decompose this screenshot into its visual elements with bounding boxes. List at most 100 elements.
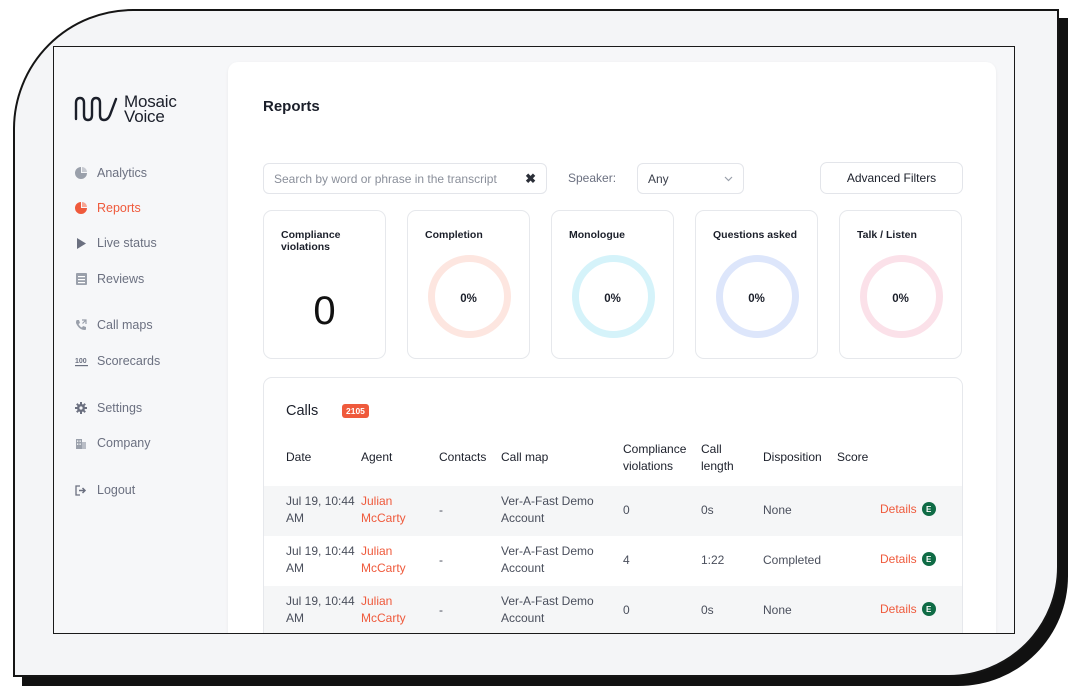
clear-icon[interactable]: ✖ [525,170,536,186]
speaker-label: Speaker: [568,171,617,185]
cell-agent[interactable]: Julian McCarty [361,594,406,625]
calls-count-badge: 2105 [342,404,369,418]
brand-name-line2: Voice [124,107,165,126]
cell-violations: 4 [623,553,630,567]
metric-card-compliance-violations: Compliance violations 0 [263,210,386,359]
cell-violations: 0 [623,503,630,517]
page-title: Reports [263,98,320,115]
cell-date: Jul 19, 10:44 AM [286,544,355,575]
cell-call-map: Ver-A-Fast Demo Account [501,594,594,625]
sidebar-item-call-maps[interactable]: Call maps [74,318,153,332]
sidebar-item-logout[interactable]: Logout [74,483,135,497]
brand-name: Mosaic Voice [124,93,177,126]
cell-call-length: 0s [701,503,714,517]
scorecard-icon: 100 [74,354,88,368]
monologue-ring [572,255,655,338]
play-icon [74,236,88,250]
evaluation-badge: E [921,602,936,616]
advanced-filters-button[interactable]: Advanced Filters [820,162,963,194]
column-header-call-map[interactable]: Call map [501,450,549,464]
speaker-select-value: Any [648,171,669,186]
metric-card-monologue: Monologue 0% [551,210,674,359]
details-link[interactable]: Details E [880,552,936,566]
cell-contacts: - [439,503,443,517]
sidebar-item-reports[interactable]: Reports [74,201,141,215]
column-header-disposition[interactable]: Disposition [763,450,822,464]
metric-value: 0% [604,293,621,305]
column-header-contacts[interactable]: Contacts [439,450,487,464]
brand-logo[interactable]: Mosaic Voice [74,93,177,125]
svg-text:100: 100 [75,358,87,365]
list-icon [74,272,88,286]
sidebar-item-company[interactable]: Company [74,436,151,450]
sidebar-item-settings[interactable]: Settings [74,401,142,415]
metric-value: 0 [313,289,336,333]
cell-violations: 0 [623,603,630,617]
ring-track [860,255,943,338]
ring-track [716,255,799,338]
metric-value: 0% [460,293,477,305]
cell-contacts: - [439,553,443,567]
chevron-down-icon [724,174,733,184]
pie-chart-icon [74,166,88,180]
sidebar-item-label: Analytics [97,166,148,180]
metric-value: 0% [892,293,909,305]
details-label: Details [880,602,917,616]
sidebar-item-analytics[interactable]: Analytics [74,166,147,180]
metric-label: Questions asked [713,229,798,241]
search-input[interactable] [274,171,526,186]
cell-disposition: None [763,603,792,617]
sidebar-item-label: Settings [97,401,143,415]
sidebar-item-live-status[interactable]: Live status [74,236,157,250]
ring-track [428,255,511,338]
sidebar-item-reviews[interactable]: Reviews [74,272,144,286]
metric-card-questions-asked: Questions asked 0% [695,210,818,359]
details-link[interactable]: Details E [880,502,936,516]
details-label: Details [880,502,917,516]
building-icon [74,436,88,450]
gear-icon [74,401,88,415]
cell-agent[interactable]: Julian McCarty [361,494,406,525]
table-row[interactable]: Jul 19, 10:44 AM Julian McCarty - Ver-A-… [264,486,962,536]
sidebar-item-label: Reviews [97,272,145,286]
cell-disposition: None [763,503,792,517]
metric-card-talk-listen: Talk / Listen 0% [839,210,962,359]
questions-ring [716,255,799,338]
app-window: Mosaic Voice Analytics Reports Live stat… [53,46,1015,634]
cell-call-length: 1:22 [701,553,725,567]
sidebar-item-label: Logout [97,483,136,497]
cell-date: Jul 19, 10:44 AM [286,594,355,625]
main-panel: Reports ✖ Speaker: Any Advanced Filters … [228,62,996,633]
talk-listen-ring [860,255,943,338]
table-row[interactable]: Jul 19, 10:44 AM Julian McCarty - Ver-A-… [264,536,962,586]
cell-disposition: Completed [763,553,822,567]
metric-label: Talk / Listen [857,229,917,241]
pie-chart-icon [74,201,88,215]
table-row[interactable]: Jul 19, 10:44 AM Julian McCarty - Ver-A-… [264,586,962,633]
evaluation-badge: E [921,552,936,566]
mosaic-voice-logo-icon [74,96,118,122]
speaker-select[interactable]: Any [637,163,744,194]
calls-table-card: Calls 2105 Date Agent Contacts Call map … [263,377,963,633]
cell-contacts: - [439,603,443,617]
sidebar-item-scorecards[interactable]: 100 Scorecards [74,354,160,368]
sidebar-item-label: Company [97,436,151,450]
column-header-compliance-violations[interactable]: Compliance violations [623,442,687,473]
metric-label: Compliance violations [281,229,341,253]
cell-call-map: Ver-A-Fast Demo Account [501,544,594,575]
cell-call-length: 0s [701,603,714,617]
column-header-date[interactable]: Date [286,450,312,464]
transcript-search: ✖ [263,163,547,194]
cell-agent[interactable]: Julian McCarty [361,544,406,575]
ring-track [572,255,655,338]
metric-value: 0% [748,293,765,305]
details-link[interactable]: Details E [880,602,936,616]
logout-icon [74,483,88,497]
metric-label: Monologue [569,229,625,241]
column-header-call-length[interactable]: Call length [701,442,734,473]
phone-icon [74,318,88,332]
calls-title: Calls [286,403,319,419]
column-header-agent[interactable]: Agent [361,450,393,464]
metric-card-completion: Completion 0% [407,210,530,359]
column-header-score[interactable]: Score [837,450,869,464]
